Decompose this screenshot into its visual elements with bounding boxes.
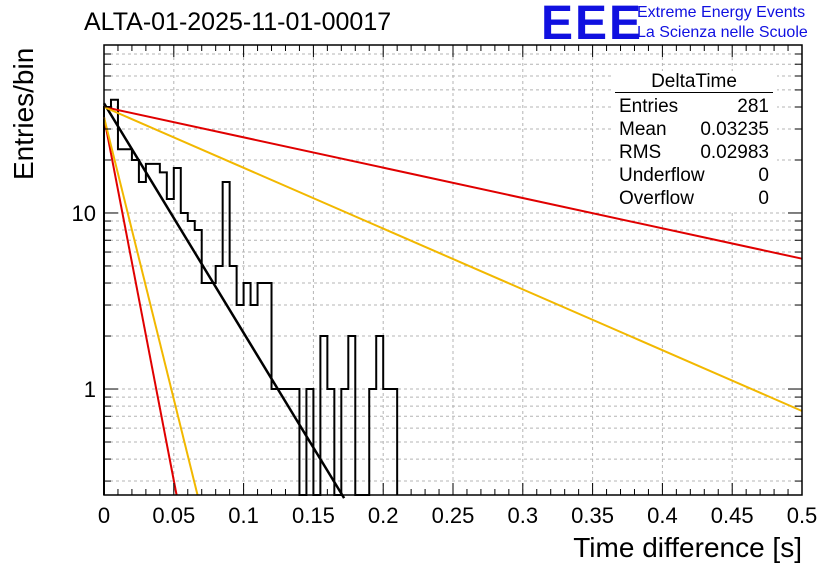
histogram-bin (216, 266, 223, 495)
x-axis-label: Time difference [s] (573, 532, 802, 563)
stats-value: 0.03235 (700, 119, 769, 140)
stats-label: Mean (619, 119, 667, 140)
stats-row-overflow: Overflow 0 (611, 187, 777, 210)
x-tick-label: 0.05 (152, 503, 195, 528)
x-tick-label: 0.1 (228, 503, 259, 528)
histogram-bin (125, 149, 132, 495)
stats-label: Entries (619, 96, 679, 117)
stats-label: Underflow (619, 165, 705, 186)
x-tick-label: 0.5 (787, 503, 818, 528)
y-tick-label: 1 (84, 377, 96, 402)
logo-line-2: La Scienza nelle Scuole (637, 24, 808, 41)
y-tick-label: 10 (72, 201, 96, 226)
chart-title: ALTA-01-2025-11-01-00017 (84, 8, 392, 36)
stats-row-rms: RMS 0.02983 (611, 141, 777, 164)
x-tick-label: 0.25 (432, 503, 475, 528)
x-tick-label: 0.35 (571, 503, 614, 528)
stats-box: DeltaTime Entries 281 Mean 0.03235 RMS 0… (611, 71, 777, 210)
histogram-bin (348, 336, 355, 495)
stats-row-entries: Entries 281 (611, 95, 777, 118)
y-axis-label: Entries/bin (8, 47, 39, 180)
stats-value: 0 (758, 188, 769, 209)
stats-label: RMS (619, 142, 662, 163)
line-red-slow (103, 106, 803, 260)
x-tick-label: 0.45 (711, 503, 754, 528)
x-tick-label: 0.15 (292, 503, 335, 528)
histogram-bin (376, 336, 383, 495)
x-tick-label: 0 (98, 503, 110, 528)
line-fit (102, 102, 346, 499)
stats-value: 0.02983 (700, 142, 769, 163)
histogram-bin (146, 164, 153, 495)
histogram-bin (223, 182, 230, 495)
histogram-bin (132, 160, 139, 495)
logo-line-1: Extreme Energy Events (637, 4, 806, 21)
line-red-fast (103, 117, 178, 496)
stats-value: 0 (758, 165, 769, 186)
line-yellow-slow (103, 106, 803, 412)
histogram-bin (230, 266, 237, 495)
histogram-bin (237, 305, 244, 495)
stats-row-mean: Mean 0.03235 (611, 118, 777, 141)
histogram-bin (104, 107, 111, 495)
x-tick-label: 0.4 (647, 503, 678, 528)
logo-caption: Extreme Energy Events La Scienza nelle S… (637, 3, 808, 43)
x-tick-label: 0.3 (508, 503, 539, 528)
line-yellow-fast (103, 116, 199, 496)
stats-value: 281 (737, 96, 769, 117)
x-tick-label: 0.2 (368, 503, 399, 528)
histogram-bin (174, 168, 181, 495)
histogram-bin (251, 305, 258, 495)
stats-label: Overflow (619, 188, 694, 209)
histogram-bin (195, 230, 202, 495)
histogram-outline (103, 98, 399, 496)
eee-logo: EEE (541, 0, 644, 50)
stats-title: DeltaTime (615, 71, 773, 93)
histogram-bin (139, 182, 146, 495)
stats-row-underflow: Underflow 0 (611, 164, 777, 187)
histogram-bin (188, 221, 195, 495)
